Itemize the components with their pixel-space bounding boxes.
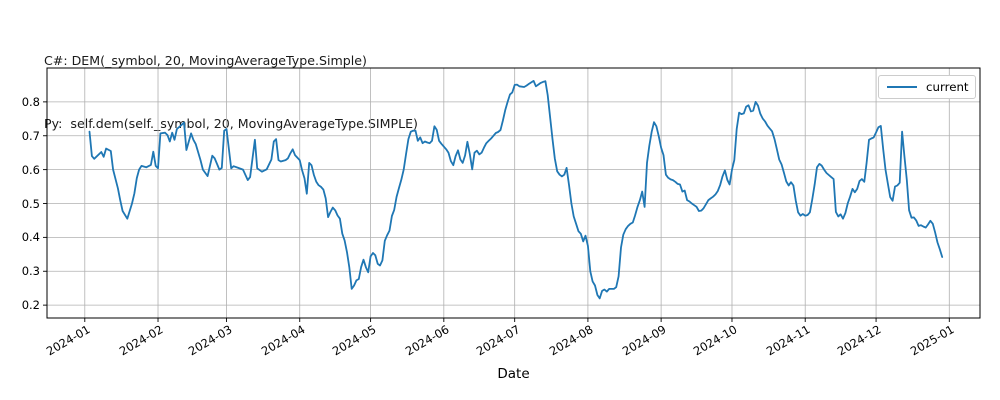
chart-title: C#: DEM(_symbol, 20, MovingAverageType.S… xyxy=(44,8,418,176)
y-tick-label: 0.2 xyxy=(21,298,40,313)
y-tick-label: 0.8 xyxy=(21,94,40,109)
chart-title-python: Py: self.dem(self._symbol, 20, MovingAve… xyxy=(44,116,418,131)
y-tick-label: 0.5 xyxy=(21,196,40,211)
y-tick-label: 0.6 xyxy=(21,162,40,177)
x-axis-label: Date xyxy=(497,366,530,382)
legend-box: current xyxy=(878,75,976,99)
legend-line-sample-icon xyxy=(887,86,917,88)
y-tick-label: 0.3 xyxy=(21,264,40,279)
legend-label: current xyxy=(926,80,969,94)
y-tick-label: 0.7 xyxy=(21,128,40,143)
y-tick-label: 0.4 xyxy=(21,230,40,245)
chart-title-csharp: C#: DEM(_symbol, 20, MovingAverageType.S… xyxy=(44,53,367,68)
